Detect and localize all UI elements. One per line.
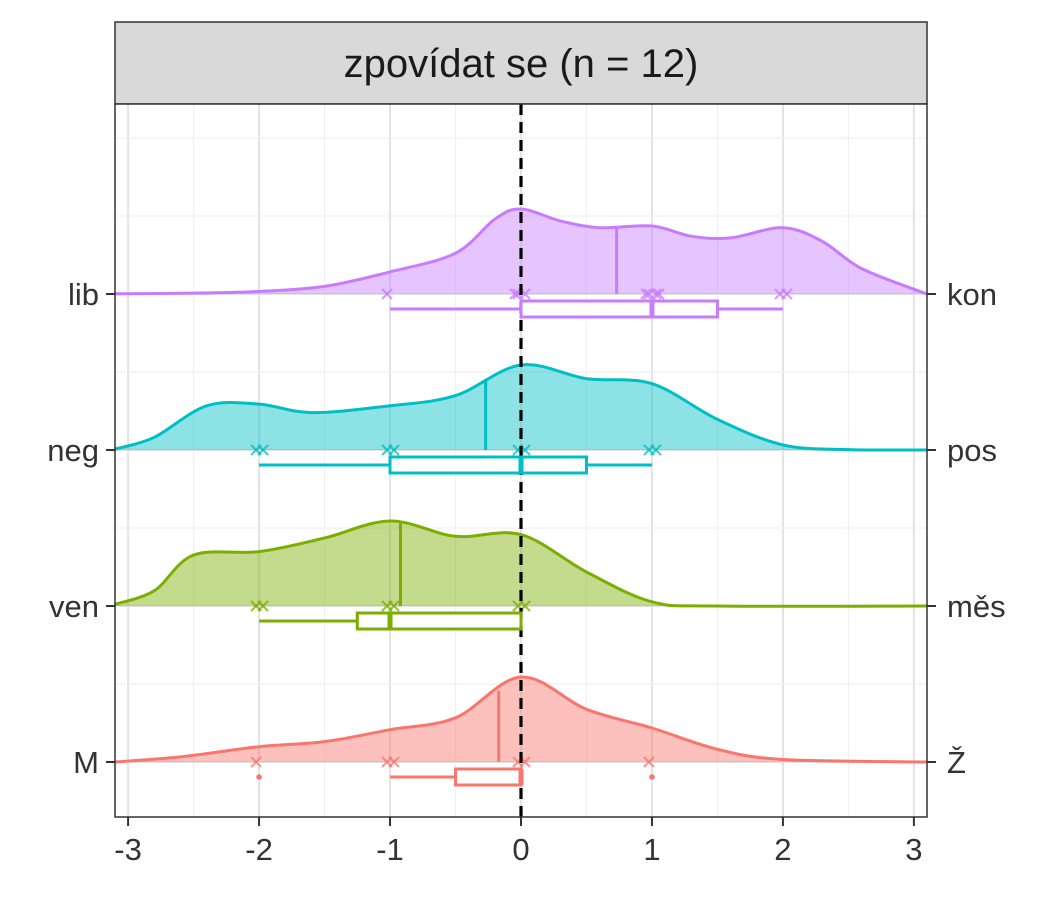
x-tick-label: -3	[114, 832, 142, 867]
data-point	[650, 288, 662, 300]
y-label-left-ven: ven	[49, 589, 99, 624]
data-point	[381, 288, 393, 300]
data-point	[388, 756, 400, 768]
data-point	[257, 444, 269, 456]
boxplot-ven	[259, 611, 523, 631]
data-point	[653, 288, 665, 300]
boxplot-neg	[259, 455, 652, 475]
chart-title: zpovídat se (n = 12)	[344, 42, 699, 86]
data-point	[650, 444, 662, 456]
data-point	[640, 288, 652, 300]
box-iqr	[454, 767, 523, 787]
data-point	[509, 288, 521, 300]
data-point	[250, 756, 262, 768]
data-point	[388, 444, 400, 456]
ridge-neg	[114, 363, 928, 456]
y-label-right-neg: pos	[947, 433, 997, 468]
box-iqr	[388, 455, 588, 475]
density-area	[115, 364, 927, 451]
density-line	[114, 207, 928, 296]
box-iqr	[519, 299, 719, 319]
box-iqr	[355, 611, 523, 631]
boxplot-M	[256, 767, 655, 787]
y-label-right-ven: měs	[947, 589, 1006, 624]
x-tick-label: 1	[643, 832, 660, 867]
x-tick-label: 3	[905, 832, 922, 867]
y-label-left-M: M	[73, 745, 99, 780]
boxplot-lib	[390, 299, 783, 319]
data-point	[781, 288, 793, 300]
density-line	[114, 363, 928, 452]
facet-strip-background	[114, 21, 928, 105]
plot-panel	[114, 103, 928, 818]
outlier-point	[649, 774, 655, 780]
x-tick-label: -1	[376, 832, 404, 867]
y-label-left-lib: lib	[68, 277, 99, 312]
data-point	[257, 600, 269, 612]
y-label-right-lib: kon	[947, 277, 997, 312]
axes: -3 -2 -1 0 1 2 3 lib kon neg pos ven měs M Ž	[47, 277, 1005, 867]
data-point	[643, 756, 655, 768]
outlier-point	[256, 774, 262, 780]
y-label-right-M: Ž	[947, 745, 966, 780]
x-tick-label: -2	[245, 832, 273, 867]
density-line	[114, 675, 928, 764]
x-tick-label: 2	[774, 832, 791, 867]
x-tick-label: 0	[512, 832, 529, 867]
density-line	[114, 519, 928, 608]
facet-strip: zpovídat se (n = 12)	[114, 21, 928, 105]
boxplots	[256, 299, 783, 787]
data-point	[388, 600, 400, 612]
y-label-left-neg: neg	[47, 433, 99, 468]
